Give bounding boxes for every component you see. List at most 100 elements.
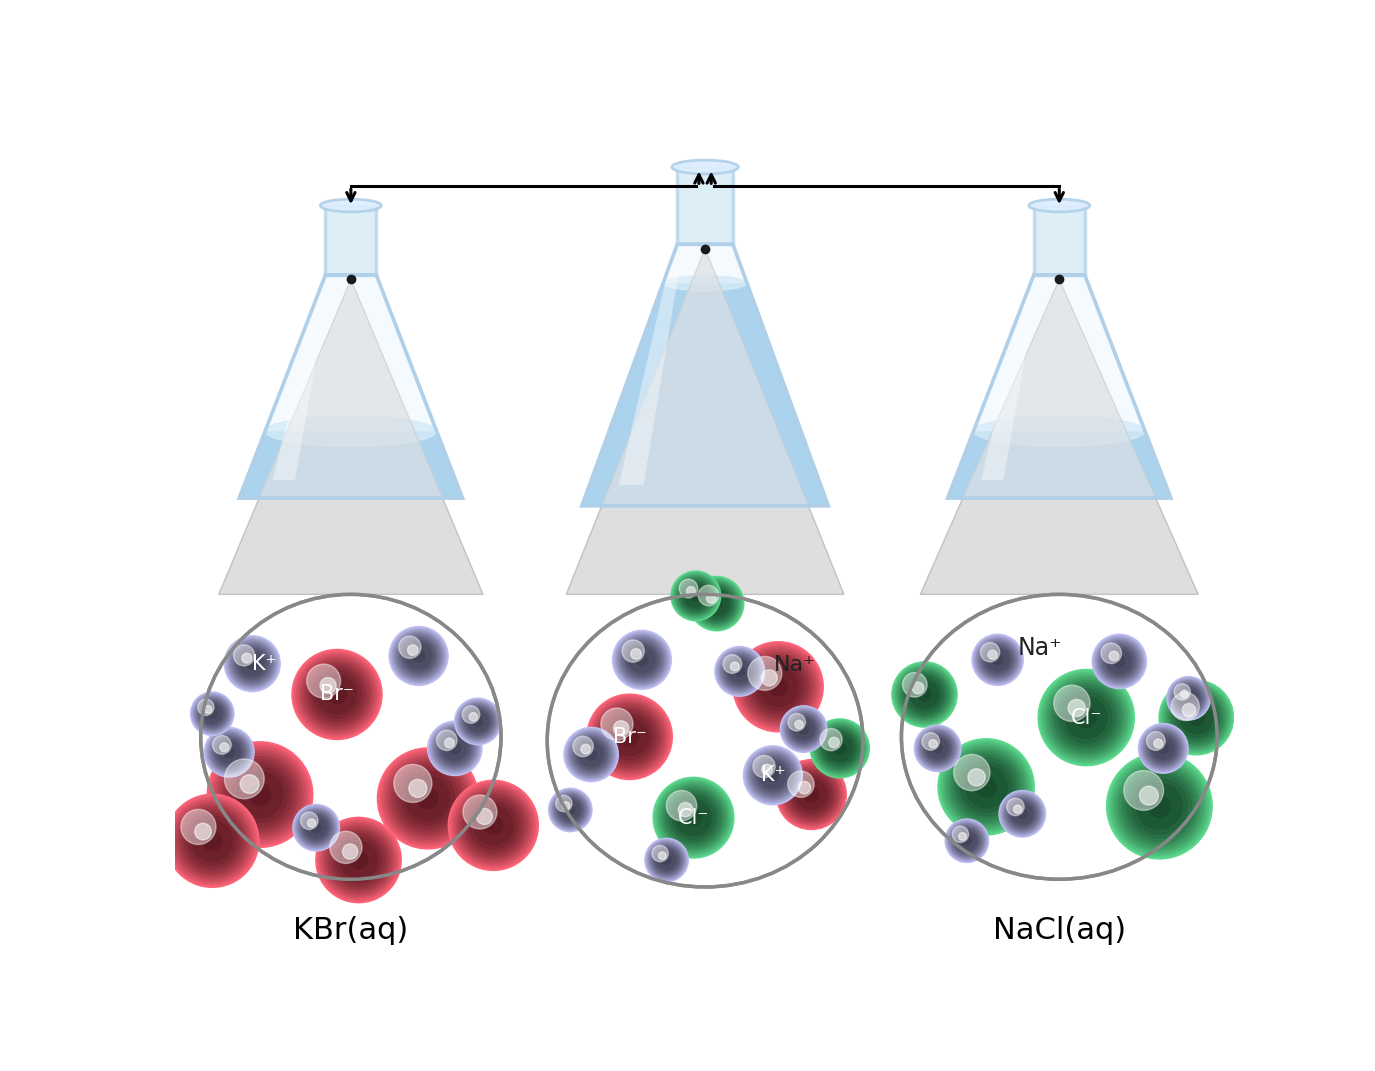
Circle shape [389, 627, 448, 685]
Circle shape [975, 637, 1020, 682]
Circle shape [1038, 669, 1134, 766]
Circle shape [469, 801, 517, 849]
Circle shape [1001, 793, 1044, 835]
Circle shape [308, 819, 316, 827]
Circle shape [436, 730, 456, 751]
Circle shape [214, 750, 305, 840]
Circle shape [236, 771, 283, 817]
Circle shape [220, 743, 228, 752]
Circle shape [613, 721, 628, 736]
Circle shape [392, 763, 465, 834]
Circle shape [1184, 694, 1194, 703]
Circle shape [461, 704, 496, 739]
Circle shape [1106, 647, 1134, 676]
Circle shape [455, 699, 500, 744]
Circle shape [1188, 710, 1204, 725]
Circle shape [810, 719, 869, 778]
Circle shape [408, 780, 426, 798]
Circle shape [309, 667, 364, 722]
Circle shape [752, 754, 793, 797]
Circle shape [777, 759, 846, 830]
Circle shape [953, 827, 982, 856]
Circle shape [754, 756, 792, 795]
Circle shape [311, 823, 320, 832]
Circle shape [1068, 699, 1085, 716]
Circle shape [393, 631, 444, 681]
Circle shape [1143, 728, 1184, 769]
Circle shape [1108, 755, 1210, 857]
Circle shape [1158, 743, 1169, 754]
Polygon shape [947, 275, 1172, 498]
Circle shape [1152, 738, 1174, 759]
Circle shape [208, 709, 217, 719]
Circle shape [923, 733, 953, 764]
Circle shape [320, 678, 336, 694]
Circle shape [954, 755, 1018, 819]
Circle shape [976, 638, 1019, 682]
Circle shape [439, 731, 472, 765]
Circle shape [751, 660, 806, 714]
Circle shape [297, 654, 377, 735]
Circle shape [956, 829, 979, 853]
Ellipse shape [320, 199, 381, 212]
Circle shape [458, 702, 498, 741]
Circle shape [725, 657, 755, 687]
Circle shape [1128, 774, 1191, 838]
Circle shape [663, 856, 671, 864]
Circle shape [199, 700, 226, 727]
Circle shape [1180, 689, 1198, 708]
Circle shape [786, 769, 836, 819]
Circle shape [1174, 684, 1203, 713]
Circle shape [653, 847, 679, 873]
Circle shape [924, 735, 952, 763]
Circle shape [972, 634, 1023, 685]
Circle shape [294, 805, 338, 850]
Circle shape [730, 662, 740, 670]
Circle shape [606, 714, 652, 759]
Circle shape [204, 706, 212, 713]
Circle shape [949, 750, 1023, 824]
Circle shape [690, 591, 701, 601]
Circle shape [1093, 635, 1145, 688]
Circle shape [1048, 678, 1125, 757]
Circle shape [918, 729, 957, 767]
Circle shape [450, 743, 461, 754]
Circle shape [1101, 643, 1122, 664]
Circle shape [980, 643, 1015, 677]
Circle shape [591, 698, 668, 775]
Circle shape [234, 645, 271, 682]
Circle shape [227, 638, 278, 689]
Circle shape [1140, 725, 1187, 771]
Circle shape [686, 587, 696, 595]
Text: Br⁻: Br⁻ [320, 684, 353, 705]
Circle shape [1177, 687, 1200, 710]
Circle shape [242, 653, 252, 663]
Circle shape [1018, 809, 1027, 818]
Circle shape [694, 582, 738, 625]
Circle shape [781, 706, 826, 753]
Circle shape [954, 754, 990, 790]
Circle shape [550, 789, 590, 830]
Circle shape [793, 719, 814, 739]
Circle shape [208, 730, 252, 774]
Circle shape [653, 778, 734, 858]
Circle shape [320, 821, 397, 899]
Circle shape [769, 678, 788, 696]
Circle shape [224, 759, 264, 799]
Circle shape [814, 722, 866, 774]
Ellipse shape [974, 417, 1145, 447]
Circle shape [210, 745, 309, 844]
Circle shape [466, 798, 521, 853]
Circle shape [813, 721, 868, 775]
Circle shape [297, 808, 336, 847]
Circle shape [745, 654, 811, 719]
Circle shape [193, 694, 232, 734]
Circle shape [898, 668, 951, 721]
Circle shape [182, 810, 243, 872]
Circle shape [1182, 704, 1196, 716]
Circle shape [208, 742, 312, 847]
Circle shape [1170, 680, 1207, 716]
Circle shape [454, 785, 534, 865]
Circle shape [318, 675, 356, 714]
Circle shape [672, 573, 719, 619]
